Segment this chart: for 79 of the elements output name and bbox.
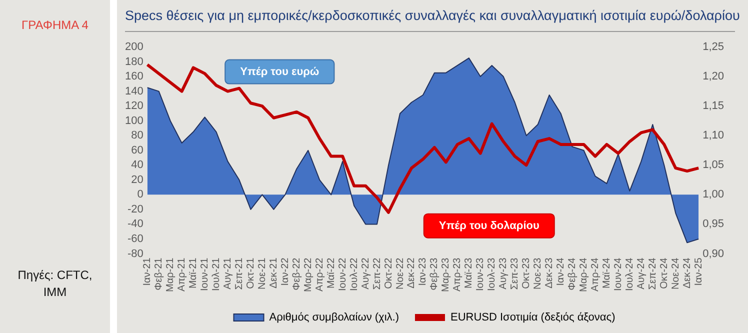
- x-tick-label: Νοε-24: [670, 257, 682, 290]
- x-tick-label: Μαϊ-23: [464, 257, 475, 289]
- x-tick-label: Σεπ-22: [372, 257, 383, 290]
- y-tick-label: 60: [131, 144, 144, 156]
- x-tick-label: Νοε-22: [394, 257, 406, 290]
- y2-tick-label: 0,95: [702, 218, 724, 230]
- y-tick-label: 40: [131, 159, 144, 172]
- x-tick-label: Ιαν-25: [693, 257, 704, 286]
- x-tick-label: Απρ-22: [314, 257, 326, 292]
- text: ΓΡΑΦΗΜΑ 4: [20, 18, 90, 32]
- x-tick-label: Δεκ-24: [682, 257, 693, 288]
- x-tick-label: Οκτ-22: [383, 257, 394, 289]
- x-tick-label: Μαϊ-24: [601, 257, 612, 289]
- x-tick-label: Ιουλ-22: [348, 257, 360, 292]
- y-tick-label: 0: [137, 188, 144, 201]
- y-tick-label: 20: [131, 174, 144, 186]
- y2-tick-label: 0,90: [702, 248, 724, 260]
- chart-title: Specs θέσεις για μη εμπορικές/κερδοσκοπικές συναλλαγές και συναλλαγματική ισοτιμία ευρώ/δολαρίου: [125, 8, 740, 25]
- x-tick-label: Μαρ-21: [165, 257, 176, 292]
- x-tick-label: Μαρ-23: [440, 257, 452, 292]
- x-tick-label: Ιουλ-21: [211, 257, 222, 292]
- legend-label: EURUSD Ισοτιμία (δεξιός άξονας): [450, 312, 616, 324]
- x-tick-label: Αυγ-21: [222, 257, 234, 290]
- x-tick-label: Μαρ-24: [578, 257, 590, 292]
- x-tick-label: Απρ-23: [452, 257, 464, 292]
- y2-tick-label: 1,25: [702, 41, 724, 54]
- x-tick-label: Ιουν-21: [200, 257, 211, 292]
- x-tick-label: Αυγ-23: [498, 257, 510, 290]
- x-tick-label: Μαϊ-21: [188, 257, 200, 289]
- x-tick-label: Ιουν-22: [337, 257, 348, 292]
- x-tick-label: Φεβ-21: [154, 257, 165, 290]
- x-tick-label: Σεπ-21: [234, 257, 245, 290]
- x-tick-label: Δεκ-22: [406, 257, 418, 288]
- legend-label: Αριθμός συμβολαίων (χιλ.): [269, 312, 399, 324]
- y-tick-label: -80: [127, 248, 144, 260]
- y-tick-label: 200: [124, 41, 144, 54]
- x-tick-label: Ιαν-22: [280, 257, 291, 286]
- x-tick-label: Δεκ-23: [544, 257, 556, 288]
- x-tick-label: Φεβ-22: [291, 257, 302, 290]
- y-tick-label: -40: [127, 218, 144, 230]
- x-tick-label: Οκτ-21: [245, 257, 256, 289]
- annotation: Υπέρ του δολαρίου: [438, 220, 540, 232]
- x-tick-label: Οκτ-24: [658, 257, 670, 289]
- y2-tick-label: 1,20: [702, 70, 724, 83]
- x-tick-label: Αυγ-22: [360, 257, 372, 290]
- y2-tick-label: 1,05: [702, 159, 724, 172]
- x-tick-label: Φεβ-24: [567, 257, 578, 290]
- x-tick-label: Δεκ-21: [268, 257, 280, 288]
- y2-tick-label: 1,15: [702, 100, 724, 112]
- y-tick-label: -60: [127, 233, 144, 246]
- x-tick-label: Ιαν-23: [418, 257, 429, 286]
- y-tick-label: 100: [124, 114, 144, 127]
- x-tick-label: Αυγ-24: [636, 257, 647, 290]
- x-tick-label: Απρ-24: [590, 257, 601, 292]
- x-tick-label: Ιουν-24: [612, 257, 624, 292]
- x-tick-label: Μαρ-22: [302, 257, 314, 292]
- y-tick-label: 80: [131, 130, 144, 142]
- x-tick-label: Ιουλ-23: [486, 257, 498, 292]
- text: Πηγές: CFTC, IMM: [16, 267, 94, 301]
- y-tick-label: 180: [124, 56, 144, 68]
- x-tick-label: Φεβ-23: [429, 257, 440, 290]
- y-tick-label: 120: [124, 100, 144, 112]
- x-tick-label: Απρ-21: [176, 257, 188, 292]
- x-tick-label: Ιουν-23: [475, 257, 486, 292]
- y2-tick-label: 1,00: [702, 188, 724, 201]
- y-tick-label: 160: [124, 70, 144, 83]
- x-tick-label: Νοε-23: [532, 257, 544, 290]
- x-tick-label: Σεπ-24: [647, 257, 658, 290]
- y-tick-label: 140: [124, 85, 144, 98]
- x-tick-label: Οκτ-23: [521, 257, 532, 289]
- y2-tick-label: 1,10: [702, 130, 724, 142]
- annotation: Υπέρ του ευρώ: [240, 66, 320, 78]
- y-tick-label: -20: [127, 203, 144, 216]
- x-tick-label: Ιουλ-24: [624, 257, 636, 292]
- x-tick-label: Μαϊ-22: [326, 257, 337, 289]
- x-tick-label: Ιαν-21: [142, 257, 154, 286]
- x-tick-label: Ιαν-24: [556, 257, 567, 286]
- x-tick-label: Νοε-21: [256, 257, 268, 290]
- x-tick-label: Σεπ-23: [510, 257, 521, 290]
